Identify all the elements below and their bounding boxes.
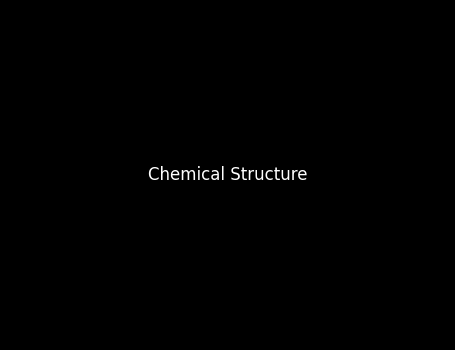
Text: Chemical Structure: Chemical Structure	[148, 166, 307, 184]
